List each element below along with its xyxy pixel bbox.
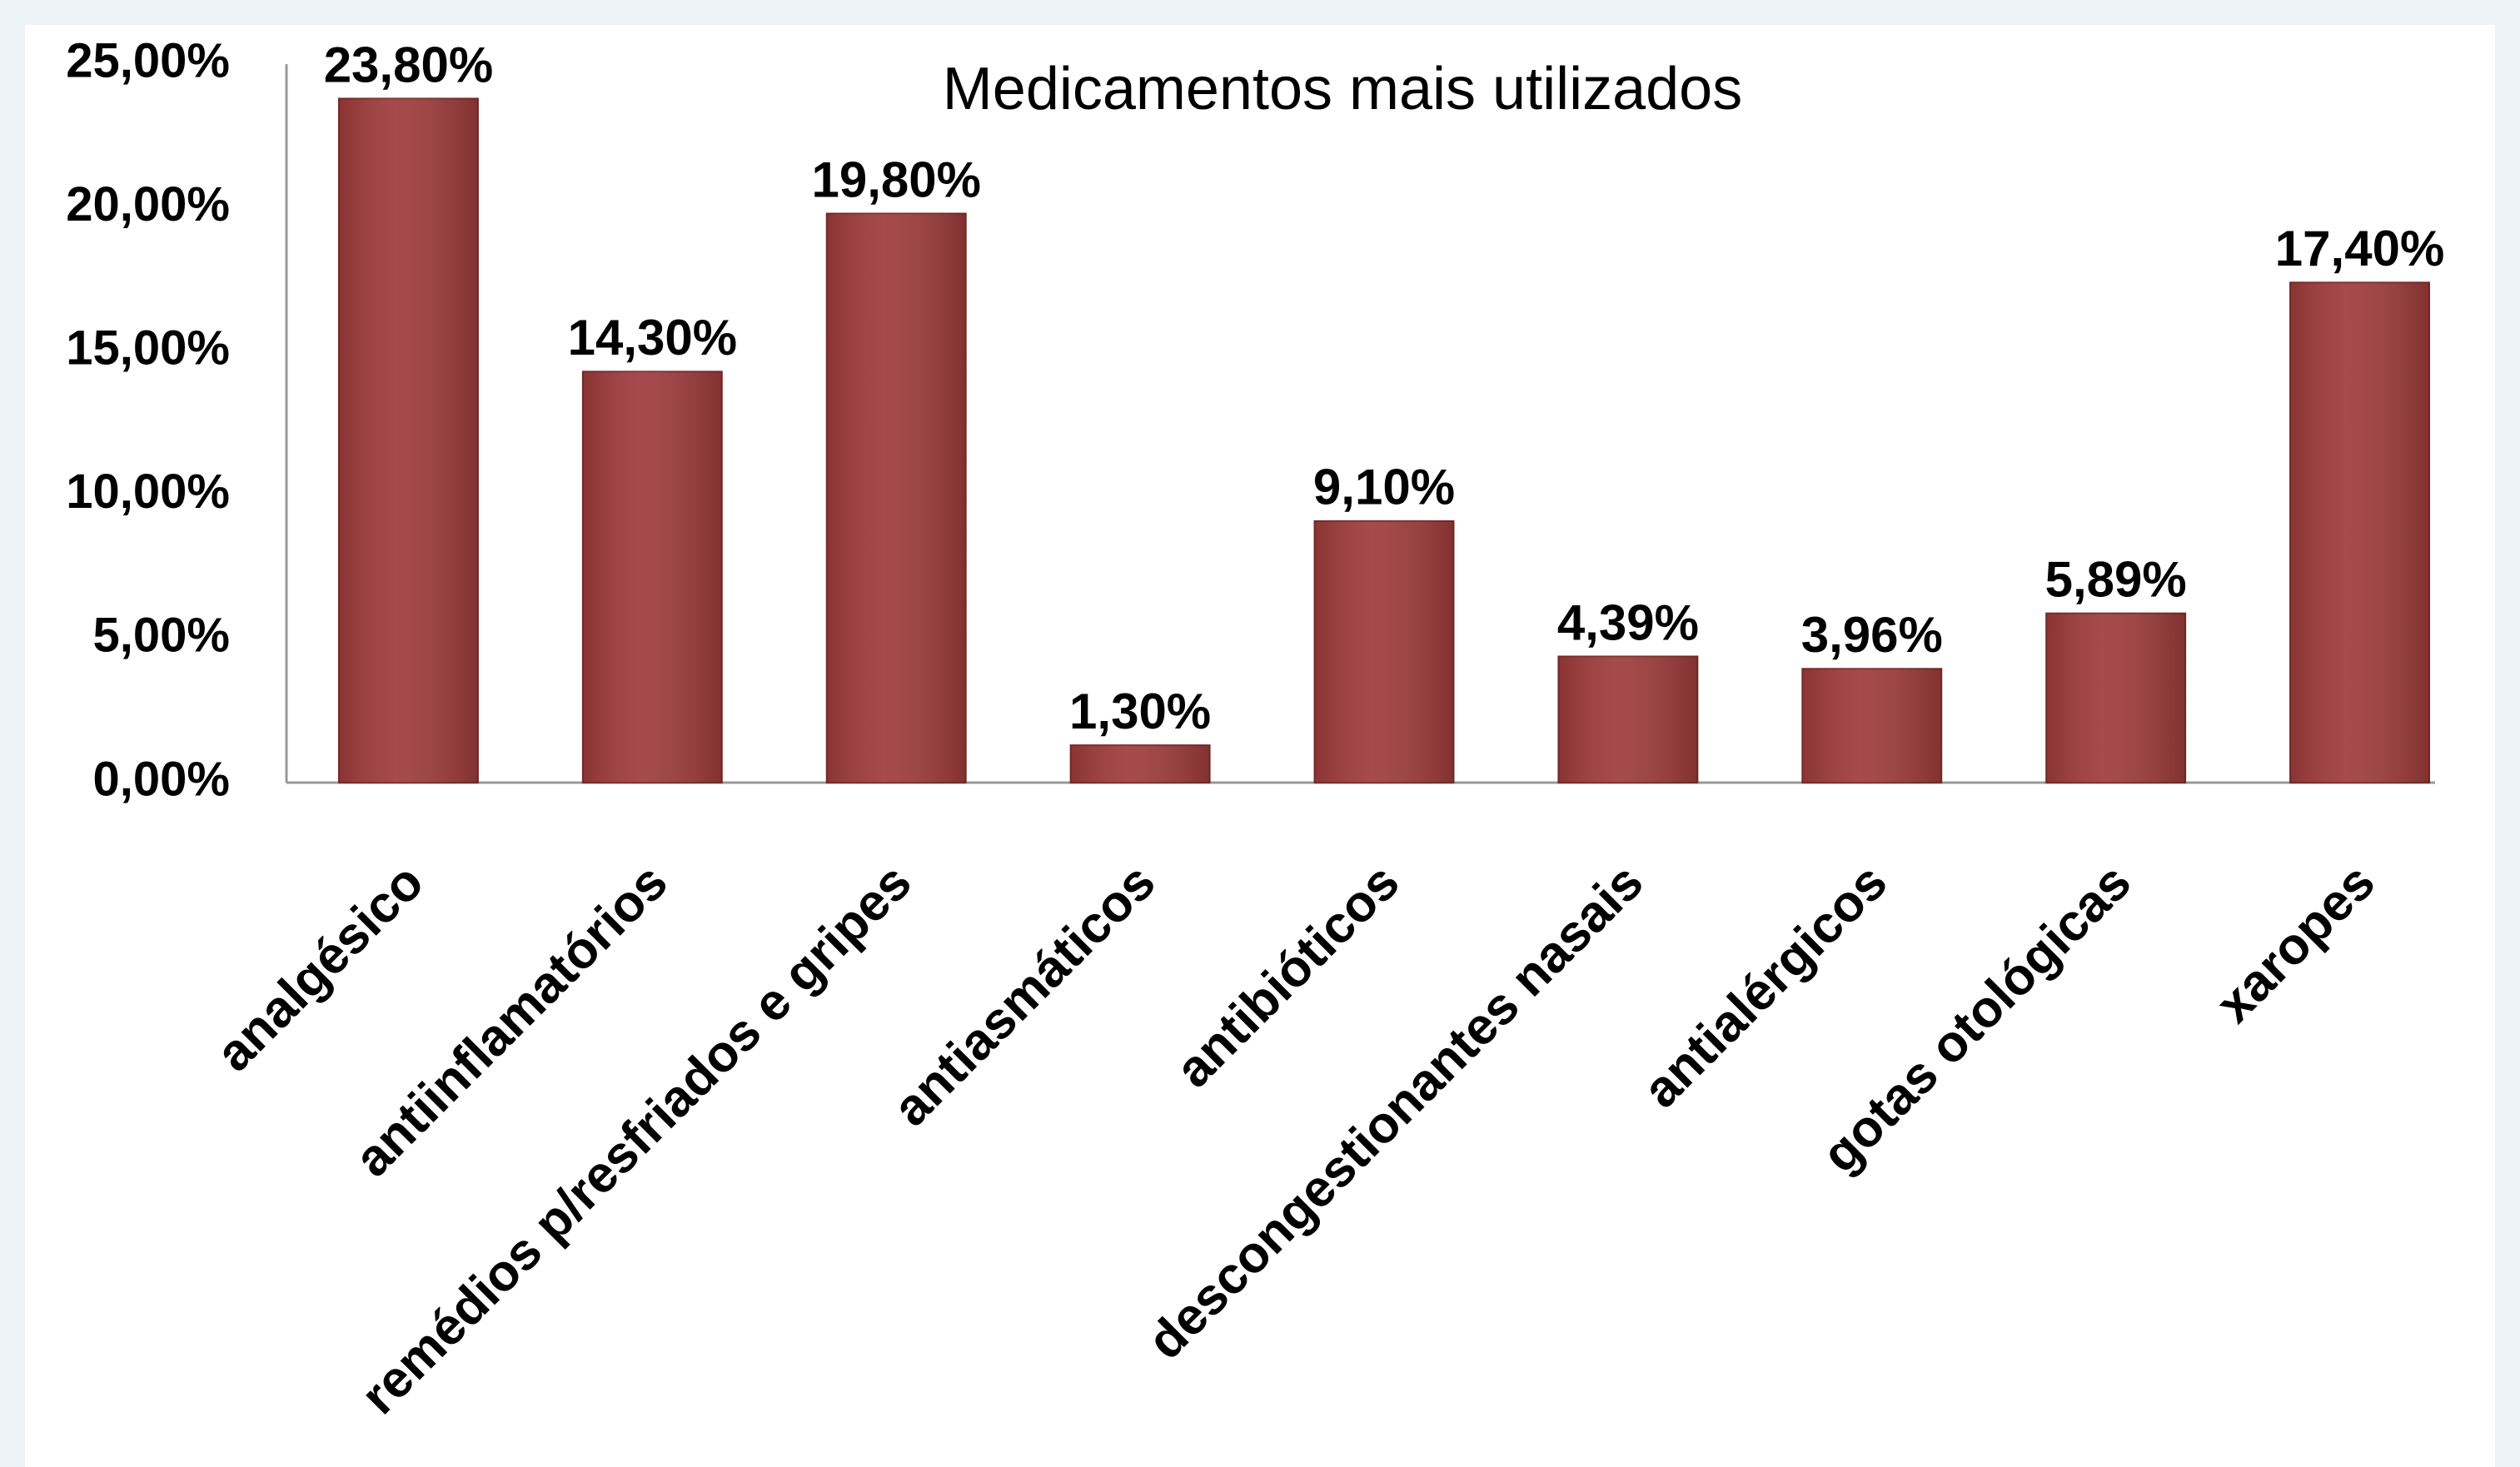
value-label: 3,96% <box>1801 607 1943 663</box>
bar-shade <box>2290 282 2430 783</box>
bar-shade <box>826 213 966 783</box>
chart-title: Medicamentos mais utilizados <box>943 56 1742 122</box>
bar-shade <box>338 98 478 783</box>
bar-shade <box>1802 669 1942 783</box>
y-tick-label: 5,00% <box>93 609 230 663</box>
value-label: 1,30% <box>1069 684 1211 739</box>
bar-shade <box>1070 745 1210 783</box>
y-tick-label: 15,00% <box>66 321 230 375</box>
value-label: 14,30% <box>568 310 738 366</box>
bar-shade <box>1314 520 1454 783</box>
value-label: 9,10% <box>1313 460 1455 515</box>
value-label: 19,80% <box>811 152 981 207</box>
bar-shade <box>582 371 722 783</box>
value-label: 5,89% <box>2045 552 2187 608</box>
value-label: 23,80% <box>324 37 494 92</box>
y-tick-label: 0,00% <box>93 752 230 806</box>
bar-shade <box>1558 656 1698 783</box>
value-label: 17,40% <box>2275 221 2445 276</box>
y-tick-label: 10,00% <box>66 465 230 519</box>
y-tick-label: 20,00% <box>66 177 230 231</box>
y-tick-label: 25,00% <box>66 33 230 87</box>
bar-shade <box>2046 613 2186 783</box>
value-label: 4,39% <box>1557 594 1699 650</box>
